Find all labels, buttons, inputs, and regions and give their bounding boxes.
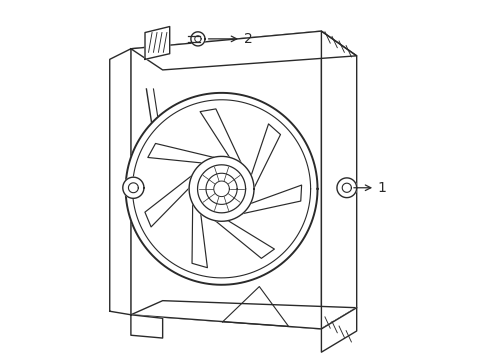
Polygon shape (125, 93, 317, 285)
Polygon shape (194, 36, 201, 42)
Polygon shape (197, 165, 245, 213)
Polygon shape (144, 175, 192, 227)
Polygon shape (132, 100, 310, 278)
Text: 2: 2 (244, 32, 252, 46)
Polygon shape (122, 177, 143, 198)
Polygon shape (213, 181, 229, 197)
Polygon shape (321, 31, 356, 329)
Polygon shape (321, 308, 356, 352)
Polygon shape (200, 109, 241, 163)
Polygon shape (192, 204, 207, 268)
Polygon shape (131, 301, 356, 329)
Polygon shape (128, 183, 138, 193)
Polygon shape (131, 31, 356, 70)
Polygon shape (190, 32, 204, 46)
Polygon shape (215, 221, 274, 258)
Polygon shape (222, 287, 288, 327)
Polygon shape (205, 173, 237, 204)
Text: 1: 1 (377, 181, 386, 195)
Polygon shape (251, 124, 280, 188)
Polygon shape (131, 315, 163, 338)
Polygon shape (336, 178, 356, 198)
Polygon shape (242, 185, 301, 214)
Polygon shape (189, 156, 253, 221)
Polygon shape (145, 27, 169, 59)
Polygon shape (131, 31, 321, 329)
Polygon shape (109, 49, 131, 315)
Polygon shape (147, 143, 213, 163)
Polygon shape (342, 183, 351, 192)
